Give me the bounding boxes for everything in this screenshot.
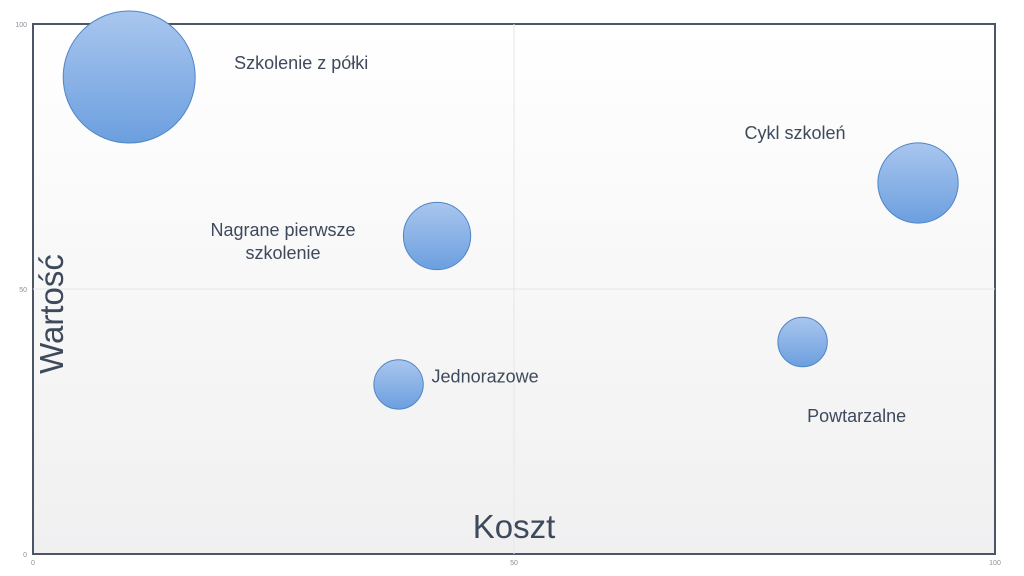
x-axis-title: Koszt [473, 508, 556, 545]
y-tick-label: 0 [23, 552, 27, 559]
bubble-label: Jednorazowe [432, 366, 539, 386]
x-tick-label: 100 [989, 560, 1001, 567]
ticks-layer: 0 50 100 0 50 100 [15, 22, 1001, 567]
y-tick-label: 100 [15, 22, 27, 29]
y-axis-title: Wartość [33, 254, 70, 374]
bubble-point [62, 10, 196, 144]
bubble-point [877, 142, 959, 224]
bubble-point [373, 359, 424, 410]
x-tick-label: 0 [31, 560, 35, 567]
labels-layer: Szkolenie z półki Cykl szkoleń Nagrane pie… [211, 53, 907, 426]
bubble-label: Szkolenie z półki [234, 53, 368, 73]
bubble-label: Cykl szkoleń [745, 123, 846, 143]
x-tick-label: 50 [510, 560, 518, 567]
bubble-label: Powtarzalne [807, 406, 906, 426]
bubble-label: Nagrane pierwsze szkolenie [211, 220, 356, 263]
bubble-point [777, 316, 828, 368]
bubble-point [402, 201, 472, 271]
y-tick-label: 50 [19, 287, 27, 294]
bubbles-layer [62, 10, 959, 410]
